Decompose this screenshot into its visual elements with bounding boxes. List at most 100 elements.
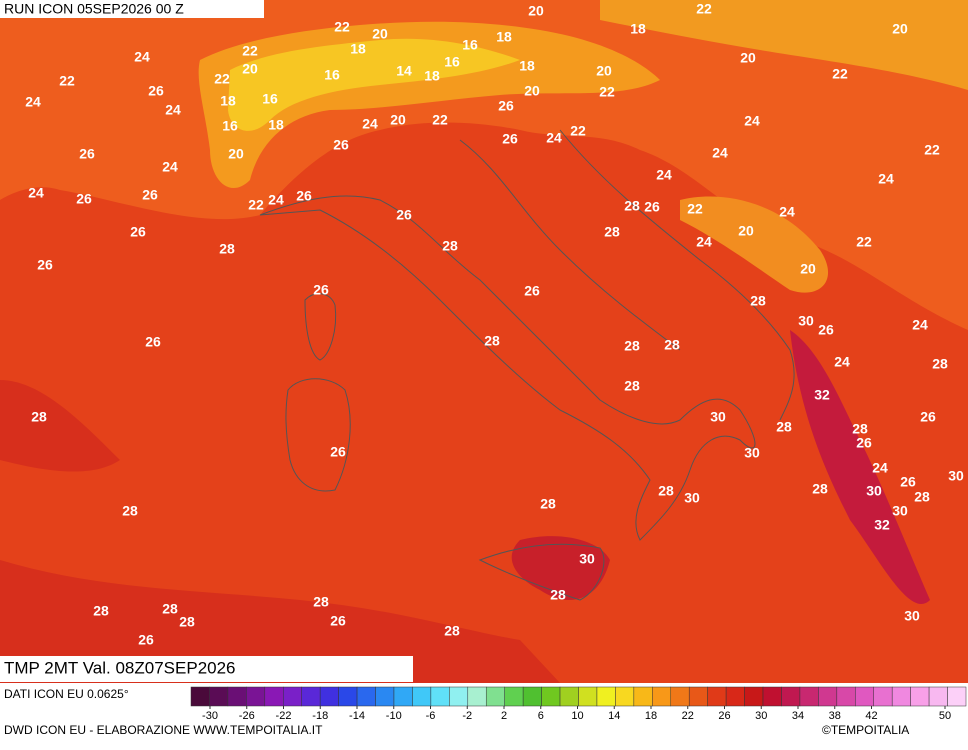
colorbar-tick-label: -10 [386,710,402,722]
temperature-label: 16 [262,91,278,107]
temperature-label: 22 [570,123,586,139]
temperature-label: 28 [313,594,329,610]
temperature-label: 30 [948,468,964,484]
temperature-label: 20 [372,26,388,42]
temperature-label: 26 [145,334,161,350]
temperature-label: 28 [932,356,948,372]
temperature-label: 26 [502,131,518,147]
colorbar-swatch [246,686,266,707]
temperature-label: 24 [912,317,928,333]
temperature-label: 26 [76,191,92,207]
temperature-label: 30 [892,503,908,519]
temperature-label: 20 [528,3,544,19]
temperature-label: 26 [138,632,154,648]
colorbar-tick-label: 2 [501,710,507,722]
temperature-label: 16 [324,67,340,83]
temperature-label: 20 [596,63,612,79]
temperature-label: 22 [599,84,615,100]
temperature-label: 24 [712,145,728,161]
temperature-label: 24 [28,185,44,201]
temperature-label: 20 [892,21,908,37]
temperature-label: 26 [900,474,916,490]
temperature-label: 28 [750,293,766,309]
temperature-label: 22 [924,142,940,158]
colorbar-swatch [652,686,672,707]
colorbar-swatch [615,686,635,707]
colorbar-swatch [762,686,782,707]
temperature-label: 26 [856,435,872,451]
colorbar-swatch [744,686,764,707]
temperature-label: 28 [31,409,47,425]
temperature-label: 24 [165,102,181,118]
temperature-label: 20 [800,261,816,277]
temperature-label: 28 [852,421,868,437]
colorbar-swatch [209,686,229,707]
greece-hot [790,330,930,604]
colorbar-swatch [670,686,690,707]
colorbar-tick-label: -18 [312,710,328,722]
colorbar-swatch [227,686,247,707]
temperature-label: 28 [93,603,109,619]
colorbar-tick-label: 34 [792,710,804,722]
temperature-label: 28 [179,614,195,630]
colorbar-swatch [578,686,598,707]
temperature-label: 22 [59,73,75,89]
temperature-label: 30 [798,313,814,329]
temperature-label: 24 [656,167,672,183]
temperature-label: 20 [390,112,406,128]
colorbar-swatch [393,686,413,707]
temperature-label: 26 [37,257,53,273]
run-box [0,0,264,18]
colorbar-swatch [485,686,505,707]
temperature-label: 26 [296,188,312,204]
temperature-label: 20 [524,83,540,99]
temperature-label: 30 [866,483,882,499]
temperature-label: 28 [914,489,930,505]
temperature-label: 22 [856,234,872,250]
colorbar-swatch [818,686,838,707]
temperature-label: 30 [579,551,595,567]
temperature-label: 18 [268,117,284,133]
temperature-label: 28 [444,623,460,639]
colorbar-tick-label: 50 [939,710,951,722]
temperature-label: 26 [818,322,834,338]
temperature-label: 28 [624,338,640,354]
colorbar-swatch [633,686,653,707]
colorbar-swatch [873,686,893,707]
temperature-label: 20 [738,223,754,239]
temperature-label: 24 [546,130,562,146]
temperature-label: 28 [550,587,566,603]
temperature-label: 24 [25,94,41,110]
temperature-label: 18 [350,41,366,57]
alps-cool [228,38,520,131]
africa-coast [0,380,560,683]
temperature-label: 26 [333,137,349,153]
temperature-label: 16 [222,118,238,134]
temperature-label: 18 [519,58,535,74]
temperature-label: 24 [162,159,178,175]
field-info: TMP 2MT Val. 08Z07SEP2026 [4,658,236,677]
temperature-label: 28 [664,337,680,353]
temperature-label: 26 [330,444,346,460]
temperature-label: 28 [624,378,640,394]
colorbar-tick-label: 22 [682,710,694,722]
colorbar-swatch [449,686,469,707]
colorbar-tick-label: 38 [829,710,841,722]
colorbar-tick-label: -2 [462,710,472,722]
temperature-label: 26 [396,207,412,223]
temperature-label: 26 [79,146,95,162]
colorbar-swatch [430,686,450,707]
temperature-label: 28 [484,333,500,349]
colorbar-swatch [283,686,302,707]
temperature-label: 24 [872,460,888,476]
temperature-label: 28 [604,224,620,240]
colorbar-swatch [541,686,561,707]
brand: ©TEMPOITALIA [822,723,909,737]
colorbar-tick-label: -26 [239,710,255,722]
temperature-label: 28 [812,481,828,497]
colorbar-swatch [707,686,727,707]
temperature-label: 26 [920,409,936,425]
colorbar-swatch [910,686,930,707]
colorbar-tick-label: 26 [718,710,730,722]
